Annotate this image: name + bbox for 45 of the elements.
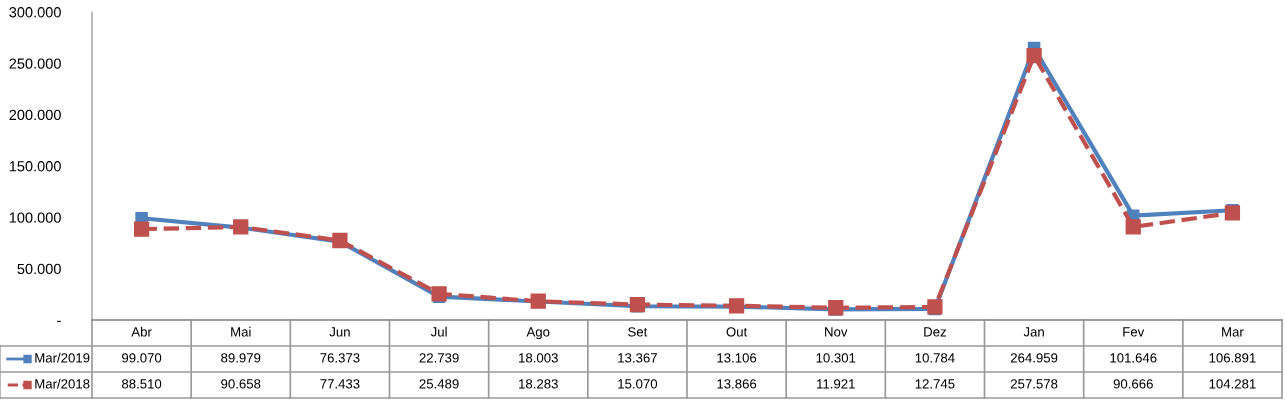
data-label: 13.106	[717, 353, 757, 363]
x-tick-label: Mar	[1222, 327, 1244, 337]
data-label: 22.739	[419, 353, 459, 363]
data-label: 88.510	[121, 379, 162, 389]
y-tick-label: 50.000	[17, 263, 61, 275]
y-tick-label: 300.000	[9, 7, 61, 18]
data-label: 12.745	[915, 379, 955, 389]
x-tick-label: Dez	[924, 327, 946, 337]
y-tick-label: -	[57, 320, 61, 322]
data-label: 10.784	[915, 353, 955, 363]
data-label: 101.646	[1110, 353, 1157, 363]
y-tick-label: 150.000	[9, 161, 61, 172]
x-tick-label: Jan	[1023, 327, 1044, 337]
y-tick-label: 250.000	[9, 58, 61, 69]
data-label: 104.281	[1209, 379, 1256, 389]
y-tick-label: 100.000	[9, 212, 61, 223]
y-tick-label: 200.000	[9, 109, 61, 121]
data-label: 90.666	[1113, 379, 1153, 389]
x-tick-label: Ago	[526, 327, 550, 340]
x-tick-label: Set	[628, 327, 648, 337]
legend-label: Mar/2018	[35, 378, 90, 389]
x-tick-label: Mai	[231, 326, 251, 337]
x-tick-label: Jun	[329, 327, 350, 337]
data-label: 90.658	[221, 379, 261, 389]
x-tick-label: Abr	[131, 326, 152, 337]
x-tick-label: Nov	[825, 327, 848, 337]
data-label: 10.301	[816, 353, 856, 363]
data-label: 13.866	[717, 379, 757, 389]
data-label: 18.003	[519, 353, 558, 363]
data-label: 99.070	[122, 353, 162, 363]
x-tick-label: Jul	[430, 326, 447, 337]
x-tick-label: Out	[726, 327, 748, 337]
data-label: 89.979	[221, 353, 261, 363]
data-label: 106.891	[1209, 353, 1256, 363]
data-label: 13.367	[618, 353, 657, 363]
data-label: 257.578	[1010, 379, 1058, 389]
data-label: 18.283	[519, 379, 558, 389]
data-label: 15.070	[618, 379, 658, 389]
data-label: 76.373	[320, 353, 360, 363]
data-label: 77.433	[320, 379, 360, 389]
data-label: 264.959	[1010, 353, 1058, 363]
data-label: 11.921	[817, 379, 855, 389]
x-tick-label: Fev	[1123, 327, 1145, 337]
legend-label: Mar/2019	[35, 352, 90, 363]
data-label: 25.489	[419, 379, 459, 389]
